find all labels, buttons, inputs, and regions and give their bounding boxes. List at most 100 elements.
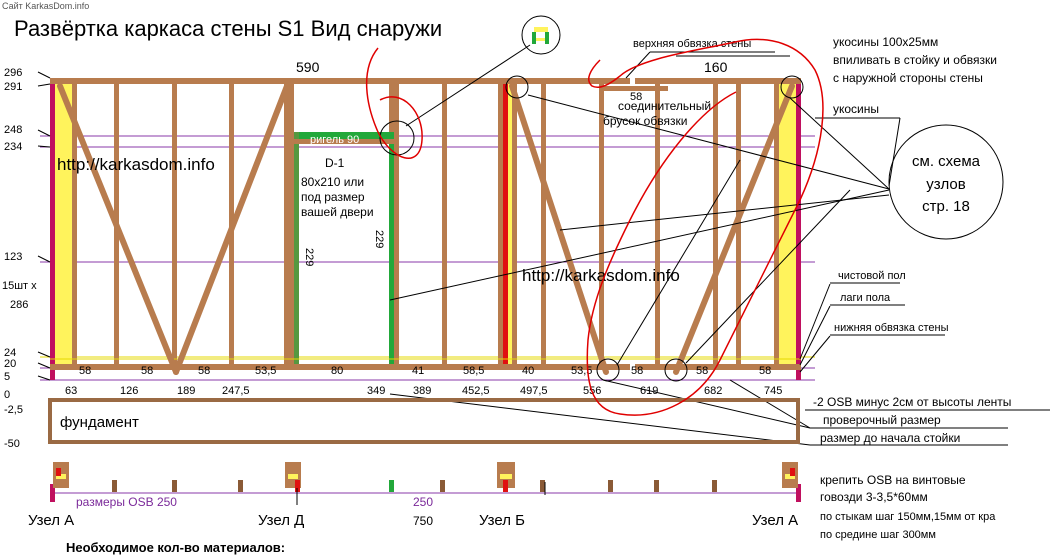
door-size-line-3: вашей двери [301, 205, 374, 219]
door-header-label: ригель 90 [310, 134, 359, 146]
callout-scheme-3: стр. 18 [922, 198, 970, 215]
plan-osb-label: размеры OSB 250 [76, 495, 177, 509]
fastening-note-2: говозди 3-3,5*60мм [820, 490, 928, 504]
svg-text:-2,5: -2,5 [4, 404, 23, 416]
fastening-note-3: по стыкам шаг 150мм,15мм от кра [820, 511, 996, 523]
svg-text:53,5: 53,5 [255, 365, 276, 377]
fastening-note-4: по средине шаг 300мм [820, 529, 936, 541]
stud-yellow-fill [508, 84, 512, 364]
fastening-note-1: крепить OSB на винтовые [820, 473, 966, 487]
brace-right-1 [509, 83, 609, 375]
plan-node-3: Узел Б [479, 512, 525, 529]
stud [72, 84, 77, 364]
callout-scheme-2: узлов [926, 176, 965, 193]
wall-end-right [796, 80, 801, 380]
red-sketch-marks [366, 38, 824, 416]
stud [541, 84, 546, 364]
svg-text:497,5: 497,5 [520, 385, 548, 397]
door-opening [294, 132, 394, 364]
svg-text:58,5: 58,5 [463, 365, 484, 377]
callout-braces-note-2: впиливать в стойку и обвязки [833, 53, 997, 67]
svg-text:5: 5 [4, 371, 10, 383]
svg-text:234: 234 [4, 141, 22, 153]
stud [284, 84, 289, 364]
watermark-top: Сайт KarkasDom.info [2, 1, 89, 11]
stud [512, 84, 517, 364]
door-size-line-2: под размер [301, 190, 365, 204]
callout-braces: укосины [833, 102, 879, 116]
svg-text:20: 20 [4, 358, 16, 370]
callout-circles [379, 15, 1004, 382]
stud [774, 84, 779, 364]
stud [655, 84, 660, 364]
svg-text:349: 349 [367, 385, 385, 397]
plan-node-4: Узел А [752, 512, 798, 529]
stud [599, 84, 604, 364]
brace-left-2 [173, 83, 290, 375]
plan-total: 750 [413, 514, 433, 528]
svg-text:80: 80 [331, 365, 343, 377]
door-jamb-right [389, 144, 394, 364]
stud [713, 84, 718, 364]
plan-node-2: Узел Д [258, 512, 304, 529]
brace-right-2 [673, 83, 795, 375]
plan-view [50, 462, 801, 505]
callout-check-size: проверочный размер [823, 413, 941, 427]
callout-to-stud: размер до начала стойки [820, 431, 960, 445]
node-icon [532, 27, 549, 44]
svg-text:63: 63 [65, 385, 77, 397]
bottom-spacing-dims: 58 58 58 53,5 80 41 58,5 40 53,5 58 58 5… [79, 365, 771, 377]
leader-lines [389, 44, 1050, 446]
svg-text:53,5: 53,5 [571, 365, 592, 377]
stud [498, 84, 503, 364]
svg-text:389: 389 [413, 385, 431, 397]
door-jamb-right-label: 229 [373, 230, 385, 248]
studs-count: 15шт х [2, 280, 37, 292]
svg-text:58: 58 [198, 365, 210, 377]
door-jamb-left [294, 144, 299, 364]
braces [57, 83, 795, 375]
stud-red [503, 84, 508, 364]
svg-text:291: 291 [4, 81, 22, 93]
callout-finish-floor: чистовой пол [838, 270, 906, 282]
bottom-plate [50, 364, 801, 370]
stud [289, 84, 294, 364]
svg-text:745: 745 [764, 385, 782, 397]
svg-text:40: 40 [522, 365, 534, 377]
corner-zone-left [55, 82, 72, 364]
site-url-1: http://karkasdom.info [57, 155, 215, 174]
callout-osb-minus: -2 OSB минус 2см от высоты ленты [813, 395, 1011, 409]
svg-text:296: 296 [4, 67, 22, 79]
door-name: D-1 [325, 156, 345, 170]
dim-total-590: 590 [296, 59, 320, 75]
svg-text:-50: -50 [4, 438, 20, 450]
svg-text:189: 189 [177, 385, 195, 397]
plan-node-1: Узел А [28, 512, 74, 529]
callout-joists: лаги пола [840, 292, 891, 304]
svg-text:126: 126 [120, 385, 138, 397]
door-size-line-1: 80x210 или [301, 175, 364, 189]
callout-scheme-1: см. схема [912, 153, 981, 170]
corner-zone-right [779, 82, 796, 364]
bottom-position-dims: 63 126 189 247,5 349 389 452,5 497,5 556… [65, 385, 782, 397]
materials-heading: Необходимое кол-во материалов: [66, 540, 285, 555]
svg-text:58: 58 [631, 365, 643, 377]
svg-text:247,5: 247,5 [222, 385, 250, 397]
foundation-block [48, 398, 800, 444]
stud-cripple [389, 84, 394, 144]
foundation-label: фундамент [60, 414, 139, 431]
brace-left-1 [57, 83, 179, 375]
door-header-wood [294, 139, 394, 144]
dim-top-58: 58 [630, 91, 642, 103]
drawing-title: Развёртка каркаса стены S1 Вид снаружи [14, 16, 442, 41]
stud [172, 84, 177, 364]
svg-text:58: 58 [141, 365, 153, 377]
callout-top-plate: верхняя обвязка стены [633, 38, 751, 50]
svg-text:0: 0 [4, 389, 10, 401]
callout-braces-note-1: укосины 100х25мм [833, 35, 938, 49]
svg-text:248: 248 [4, 124, 22, 136]
svg-text:58: 58 [696, 365, 708, 377]
connector-label-1: соединительный [618, 99, 711, 113]
svg-text:41: 41 [412, 365, 424, 377]
door-header [294, 132, 394, 139]
